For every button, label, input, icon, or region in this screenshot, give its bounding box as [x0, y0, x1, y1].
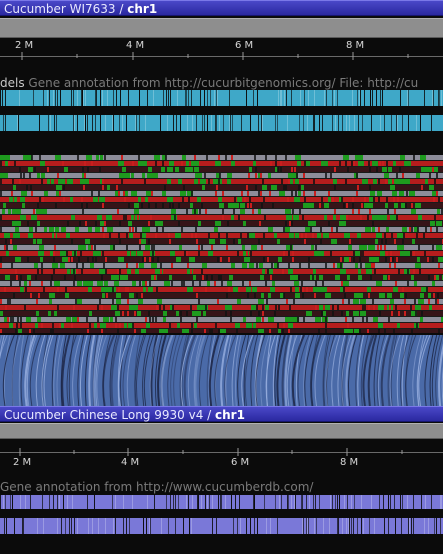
panel-1-genome-name: Cucumber WI7633	[4, 2, 116, 16]
panel-2-tick-6m: 6 M	[231, 457, 250, 468]
panel-1-tick-8m: 8 M	[346, 40, 365, 51]
panel-2-tick-marks	[19, 448, 403, 456]
panel-2-chromosome-name: chr1	[215, 408, 245, 422]
panel-1-ruler-axis	[0, 56, 443, 57]
panel-1-tick-4m: 4 M	[126, 40, 145, 51]
panel-1-track-name: dels	[0, 76, 25, 90]
panel-2-gene-track-forward[interactable]	[0, 495, 443, 509]
panel-1-synteny-alignment[interactable]	[0, 335, 443, 407]
panel-2-tick-4m: 4 M	[121, 457, 140, 468]
panel-1-navigation-strip[interactable]	[0, 18, 443, 38]
panel-1-tick-2m: 2 M	[15, 40, 34, 51]
panel-2-track-description: Gene annotation from http://www.cucumber…	[0, 480, 314, 494]
panel-1-gene-track-label[interactable]: dels Gene annotation from http://cucurbi…	[0, 76, 443, 90]
panel-1-tick-6m: 6 M	[235, 40, 254, 51]
panel-2-navigation-strip[interactable]	[0, 423, 443, 439]
panel-1-tick-marks	[21, 52, 409, 60]
panel-2-ruler-axis	[0, 452, 443, 453]
panel-2-gene-track-reverse[interactable]	[0, 518, 443, 534]
panel-2-tick-2m: 2 M	[13, 457, 32, 468]
panel-1-track-description: Gene annotation from http://cucurbitgeno…	[24, 76, 419, 90]
panel-2-gene-track-label[interactable]: Gene annotation from http://www.cucumber…	[0, 480, 443, 494]
panel-1-ruler[interactable]: 2 M 4 M 6 M 8 M	[0, 38, 443, 68]
panel-2-genome-name: Cucumber Chinese Long 9930 v4	[4, 408, 204, 422]
panel-1-title-separator: /	[115, 2, 128, 16]
panel-2-tick-8m: 8 M	[340, 457, 359, 468]
panel-1-variant-heatmap[interactable]	[0, 155, 443, 333]
panel-1-title-bar[interactable]: Cucumber WI7633 / chr1	[0, 0, 443, 16]
panel-2-title-bar[interactable]: Cucumber Chinese Long 9930 v4 / chr1	[0, 406, 443, 422]
panel-2-title-separator: /	[203, 408, 215, 422]
panel-1-gene-track-forward[interactable]	[0, 90, 443, 106]
panel-1-chromosome-name: chr1	[127, 2, 158, 16]
panel-2-ruler[interactable]: 2 M 4 M 6 M 8 M	[0, 442, 443, 478]
panel-1-gene-track-reverse[interactable]	[0, 115, 443, 131]
